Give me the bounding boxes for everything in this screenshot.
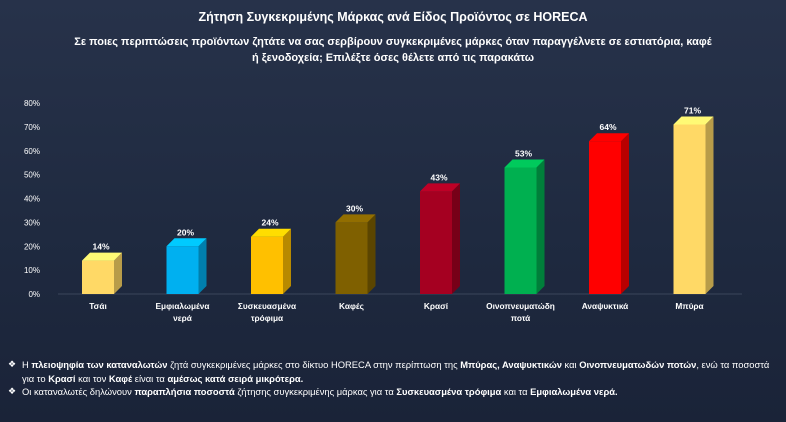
data-label: 30% bbox=[346, 203, 363, 213]
bar-side bbox=[621, 133, 629, 294]
bar-top bbox=[589, 133, 629, 142]
diamond-bullet-icon: ❖ bbox=[8, 386, 17, 396]
x-tick-label: νερά bbox=[173, 313, 193, 323]
y-tick-label: 70% bbox=[24, 123, 40, 132]
data-label: 24% bbox=[261, 218, 278, 228]
diamond-bullet-icon: ❖ bbox=[8, 359, 17, 369]
x-tick-label: τρόφιμα bbox=[251, 313, 284, 323]
bar-side bbox=[114, 252, 122, 294]
bar-top bbox=[335, 214, 376, 223]
x-tick-label: Οινοπνευματώδη bbox=[486, 301, 555, 311]
bar bbox=[166, 246, 199, 294]
x-tick-label: Εμφιαλωμένα bbox=[155, 301, 210, 311]
bar-side bbox=[198, 238, 207, 294]
bar-side bbox=[536, 159, 545, 294]
x-tick-label: Τσάι bbox=[89, 301, 107, 311]
bar-top bbox=[504, 159, 545, 168]
data-label: 14% bbox=[92, 242, 109, 252]
bar bbox=[335, 222, 368, 294]
bar-top bbox=[673, 116, 714, 125]
bar-chart: 0% 10% 20% 30% 40% 50% 60% 70% 80% 14% Τσάι 20% Εμφι… bbox=[24, 99, 742, 323]
data-label: 43% bbox=[430, 172, 447, 182]
y-tick-label: 0% bbox=[28, 290, 40, 299]
x-tick-label: Συσκευασμένα bbox=[238, 301, 297, 311]
data-label: 53% bbox=[515, 148, 532, 158]
x-tick-label: Κρασί bbox=[424, 301, 449, 311]
bullet-item: ❖ Οι καταναλωτές δηλώνουν παραπλήσια ποσο… bbox=[8, 385, 778, 399]
bar bbox=[251, 236, 283, 294]
bullet-text: Η πλειοψηφία των καταναλωτών ζητά συγκεκ… bbox=[22, 359, 770, 384]
x-tick-label: Αναψυκτικά bbox=[582, 301, 629, 311]
chart-subtitle: Σε ποιες περιπτώσεις προϊόντων ζητάτε να… bbox=[74, 36, 712, 64]
bar-top bbox=[251, 228, 291, 237]
bar-top bbox=[420, 183, 460, 192]
bar-side bbox=[283, 228, 291, 294]
bullet-list: ❖ Η πλειοψηφία των καταναλωτών ζητά συγκε… bbox=[8, 358, 778, 399]
bar-side bbox=[705, 116, 714, 294]
data-label: 71% bbox=[684, 105, 701, 115]
y-tick-label: 60% bbox=[24, 147, 40, 156]
x-tick-label: Καφές bbox=[339, 301, 364, 311]
x-tick-label: Μπύρα bbox=[675, 301, 704, 311]
bar bbox=[504, 167, 537, 294]
bar bbox=[673, 124, 706, 294]
chart-title: Ζήτηση Συγκεκριμένης Μάρκας ανά Είδος Πρ… bbox=[198, 10, 588, 24]
bar-top bbox=[166, 238, 207, 247]
y-tick-label: 50% bbox=[24, 171, 40, 180]
data-label: 20% bbox=[177, 227, 194, 237]
y-tick-label: 80% bbox=[24, 99, 40, 108]
x-tick-label: ποτά bbox=[511, 313, 531, 323]
bar bbox=[420, 191, 452, 294]
y-tick-label: 40% bbox=[24, 195, 40, 204]
data-label: 64% bbox=[599, 122, 616, 132]
bullet-text: Οι καταναλωτές δηλώνουν παραπλήσια ποσοσ… bbox=[22, 386, 618, 397]
bar-top bbox=[82, 252, 122, 261]
bar-side bbox=[367, 214, 376, 294]
y-tick-label: 30% bbox=[24, 218, 40, 227]
bar-side bbox=[452, 183, 460, 294]
bar bbox=[589, 141, 621, 294]
y-tick-label: 10% bbox=[24, 266, 40, 275]
bullet-item: ❖ Η πλειοψηφία των καταναλωτών ζητά συγκε… bbox=[8, 358, 778, 385]
y-tick-label: 20% bbox=[24, 242, 40, 251]
bar bbox=[82, 260, 114, 294]
